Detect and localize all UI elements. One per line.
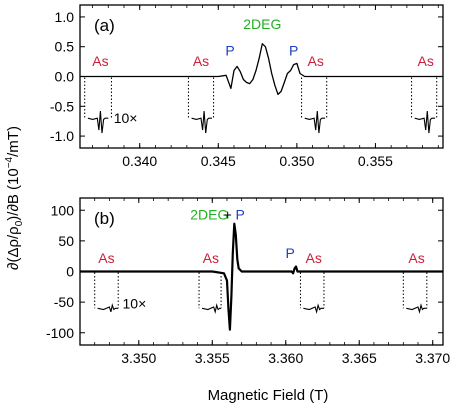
panel-a-ytick-label: -0.5 [50, 98, 74, 114]
panel-a-annotation-as: As [193, 53, 209, 69]
panel-b-xtick-label: 3.360 [268, 350, 303, 366]
panel-a: 0.340 0.345 0.350 0.355 1.0 0.5 0.0 -0.5 -1.0 (a)… [50, 4, 444, 169]
panel-b-annotation-scale: 10× [123, 295, 147, 311]
panel-a-annotation-p: P [225, 43, 234, 59]
panel-a-annotation-as: As [418, 53, 434, 69]
y-axis-label: ∂(Δρ/ρ0)/∂B (10−4/mT) [4, 126, 25, 270]
panel-a-annotation-p: P [289, 43, 298, 59]
panel-b-annotation-as: As [203, 250, 219, 266]
panel-b-xtick-label: 3.365 [342, 350, 377, 366]
panel-b-xtick-label: 3.355 [195, 350, 230, 366]
panel-b-annotation-as: As [98, 250, 114, 266]
panel-a-ytick-label: 0.5 [55, 39, 75, 55]
panel-a-label: (a) [94, 16, 115, 35]
panel-b: 3.350 3.355 3.360 3.365 3.370 100 50 0 -50 -100 (b… [46, 197, 450, 366]
panel-b-ytick-label: 50 [58, 233, 74, 249]
panel-a-xtick-label: 0.345 [201, 153, 236, 169]
panel-a-annotation-scale: 10× [114, 110, 138, 126]
panel-b-annotation-p: P [285, 245, 294, 261]
panel-b-xtick-label: 3.350 [121, 350, 156, 366]
panel-a-xtick-label: 0.350 [279, 153, 314, 169]
panel-a-ytick-label: 0.0 [55, 69, 75, 85]
panel-a-annotation-as: As [308, 53, 324, 69]
panel-a-xtick-label: 0.355 [358, 153, 393, 169]
panel-a-ytick-label: -1.0 [50, 128, 74, 144]
panel-b-xtick-label: 3.370 [415, 350, 450, 366]
panel-b-inset-trace [303, 303, 324, 315]
panel-a-main-trace [80, 43, 443, 96]
panel-b-annotation-p: P [236, 206, 245, 222]
panel-b-label: (b) [94, 209, 115, 228]
panel-b-inset-trace [201, 303, 222, 315]
panel-b-ytick-label: 100 [51, 202, 75, 218]
panel-b-inset-trace [97, 303, 119, 313]
panel-a-inset-trace [414, 111, 436, 134]
panel-b-ytick-label: -100 [46, 325, 74, 341]
panel-b-annotation-as: As [408, 250, 424, 266]
panel-b-annotation-as: As [306, 250, 322, 266]
panel-a-inset-trace [304, 111, 326, 134]
panel-b-main-trace [80, 222, 443, 331]
panel-a-annotation-2deg: 2DEG [243, 16, 281, 32]
panel-b-inset-trace [406, 303, 427, 315]
panel-a-inset-trace [87, 111, 109, 134]
panel-a-annotation-as: As [92, 53, 108, 69]
panel-b-annotation-2deg: 2DEG [190, 206, 228, 222]
panel-a-xtick-label: 0.340 [122, 153, 157, 169]
x-axis-label: Magnetic Field (T) [208, 387, 329, 404]
panel-b-annotation-plus: + [224, 206, 232, 222]
panel-b-ytick-label: -50 [54, 294, 74, 310]
panel-a-inset-trace [191, 111, 212, 134]
panel-a-ytick-label: 1.0 [55, 9, 75, 25]
panel-b-ytick-label: 0 [66, 264, 74, 280]
